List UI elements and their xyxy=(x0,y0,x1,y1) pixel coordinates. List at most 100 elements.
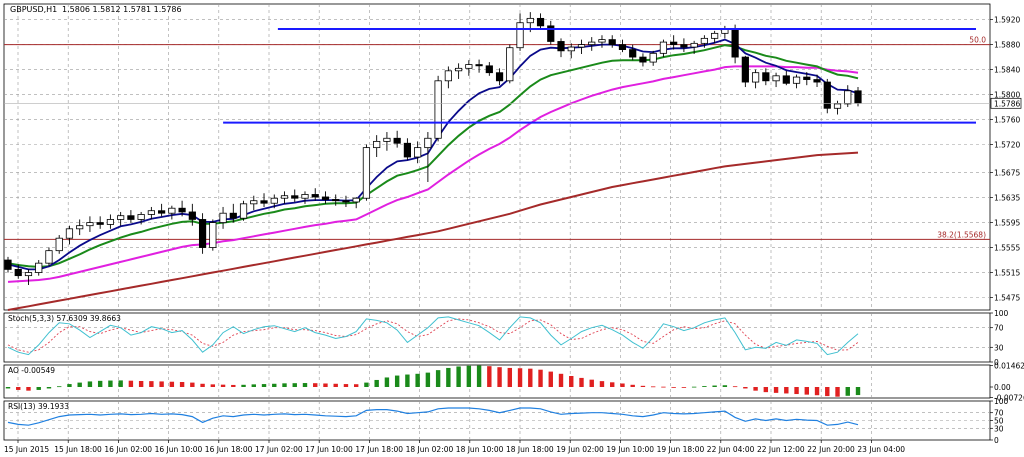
ao-bar xyxy=(16,387,21,390)
candle-body xyxy=(383,137,391,142)
candle-body xyxy=(731,28,739,58)
candle-body xyxy=(598,39,606,43)
time-tick-label: 16 Jun 18:00 xyxy=(205,445,253,454)
candle-body xyxy=(823,81,831,109)
ao-bar xyxy=(415,373,420,387)
ao-bar xyxy=(333,383,338,387)
ao-bar xyxy=(364,382,369,387)
candle-body xyxy=(567,46,575,52)
candle-body xyxy=(403,142,411,158)
ao-bar xyxy=(210,384,216,387)
stoch-main-line xyxy=(7,316,859,356)
price-tick-label: 1.5635 xyxy=(994,194,1020,203)
ao-bar xyxy=(343,384,349,387)
time-tick-label: 19 Jun 10:00 xyxy=(606,445,654,454)
candle-body xyxy=(700,37,708,44)
chart-symbol-title: GBPUSD,H1 xyxy=(10,5,57,14)
time-tick-label: 16 Jun 10:00 xyxy=(155,445,203,454)
price-tick-label: 30 xyxy=(994,424,1004,433)
candle-body xyxy=(250,200,258,205)
candle-body xyxy=(792,76,801,84)
ao-bar xyxy=(241,384,246,387)
ao-bar xyxy=(97,380,103,387)
time-tick-label: 22 Jun 12:00 xyxy=(757,445,805,454)
price-tick-label: 1.5475 xyxy=(994,294,1020,303)
candle-body xyxy=(168,207,176,214)
candle-body xyxy=(332,199,340,202)
ao-bar xyxy=(825,387,830,397)
candle-body xyxy=(762,72,770,82)
candle-body xyxy=(608,39,616,45)
ao-bar xyxy=(67,384,72,387)
ao-bar xyxy=(476,365,482,387)
candle-body xyxy=(127,215,135,220)
stoch-signal-line xyxy=(7,318,859,353)
ao-bar xyxy=(538,369,543,387)
candle-body xyxy=(158,210,166,214)
candle-body xyxy=(751,72,760,83)
ao-bar xyxy=(507,367,513,387)
ao-bar xyxy=(405,374,410,387)
awesome-oscillator-panel[interactable]: 0.01462 0.00 -0.00726 AO -0.00549 xyxy=(3,362,1024,403)
ao-bar xyxy=(149,381,154,387)
last-price-label: 1.5786 xyxy=(994,99,1020,108)
ao-bar xyxy=(753,387,758,391)
fib-level-label: 50.0 xyxy=(969,36,986,45)
price-tick-label: 30 xyxy=(994,343,1004,352)
candle-body xyxy=(803,76,811,80)
time-tick-label: 15 Jun 18:00 xyxy=(54,445,102,454)
ao-bar xyxy=(220,384,226,387)
fib-level-label: 38.2(1.5568) xyxy=(937,230,986,239)
ao-bar xyxy=(108,380,113,387)
candle-body xyxy=(434,80,442,139)
price-tick-label: 1.5920 xyxy=(994,16,1020,25)
candle-body xyxy=(4,259,12,270)
candle-body xyxy=(465,64,473,69)
ao-bar xyxy=(620,383,625,387)
price-tick-label: 1.5840 xyxy=(994,66,1020,75)
price-tick-label: -0.00726 xyxy=(994,394,1024,403)
price-tick-label: 100 xyxy=(994,309,1009,318)
candle-body xyxy=(506,47,514,82)
ao-bar xyxy=(466,365,472,387)
price-tick-label: 1.5760 xyxy=(994,116,1020,125)
price-tick-label: 0.00 xyxy=(994,383,1011,392)
candle-body xyxy=(219,212,227,223)
ao-bar xyxy=(118,380,123,387)
candle-body xyxy=(495,72,504,82)
candle-body xyxy=(618,44,627,50)
time-tick-label: 15 Jun 2015 xyxy=(4,445,49,454)
ao-bar xyxy=(835,387,840,397)
time-tick-label: 22 Jun 04:00 xyxy=(707,445,755,454)
candle-body xyxy=(680,44,688,48)
rsi-title: RSI(13) 39.1933 xyxy=(8,402,69,411)
ao-bar xyxy=(650,386,656,388)
candle-body xyxy=(45,250,53,264)
ao-bar xyxy=(599,381,605,387)
ao-bar xyxy=(169,381,175,387)
price-tick-label: 1.5555 xyxy=(994,244,1020,253)
ao-bar xyxy=(261,384,267,387)
ao-bar xyxy=(251,384,256,387)
stochastic-panel[interactable]: 100 70 30 0 Stoch(5,3,3) 57.6309 39.8663 xyxy=(3,309,1009,367)
price-panel[interactable]: 1.5920 1.5880 1.5840 1.5800 1.5760 1.5720 1.56… xyxy=(3,3,1022,311)
panel-frame xyxy=(3,3,991,311)
ao-bar xyxy=(517,368,523,387)
candle-body xyxy=(414,147,422,158)
candle-body xyxy=(373,140,381,149)
ao-bar xyxy=(435,370,441,387)
price-tick-label: 0 xyxy=(994,358,999,367)
price-tick-label: 70 xyxy=(994,324,1004,333)
candle-body xyxy=(588,41,596,45)
candle-body xyxy=(86,222,94,227)
price-tick-label: 1.5880 xyxy=(994,41,1020,50)
ao-bar xyxy=(179,382,185,387)
ao-bar xyxy=(845,387,850,396)
ao-bar xyxy=(446,367,451,387)
candle-body xyxy=(741,56,749,83)
ao-bar xyxy=(302,383,308,387)
ao-bar xyxy=(579,377,584,387)
ao-bar xyxy=(200,383,205,387)
